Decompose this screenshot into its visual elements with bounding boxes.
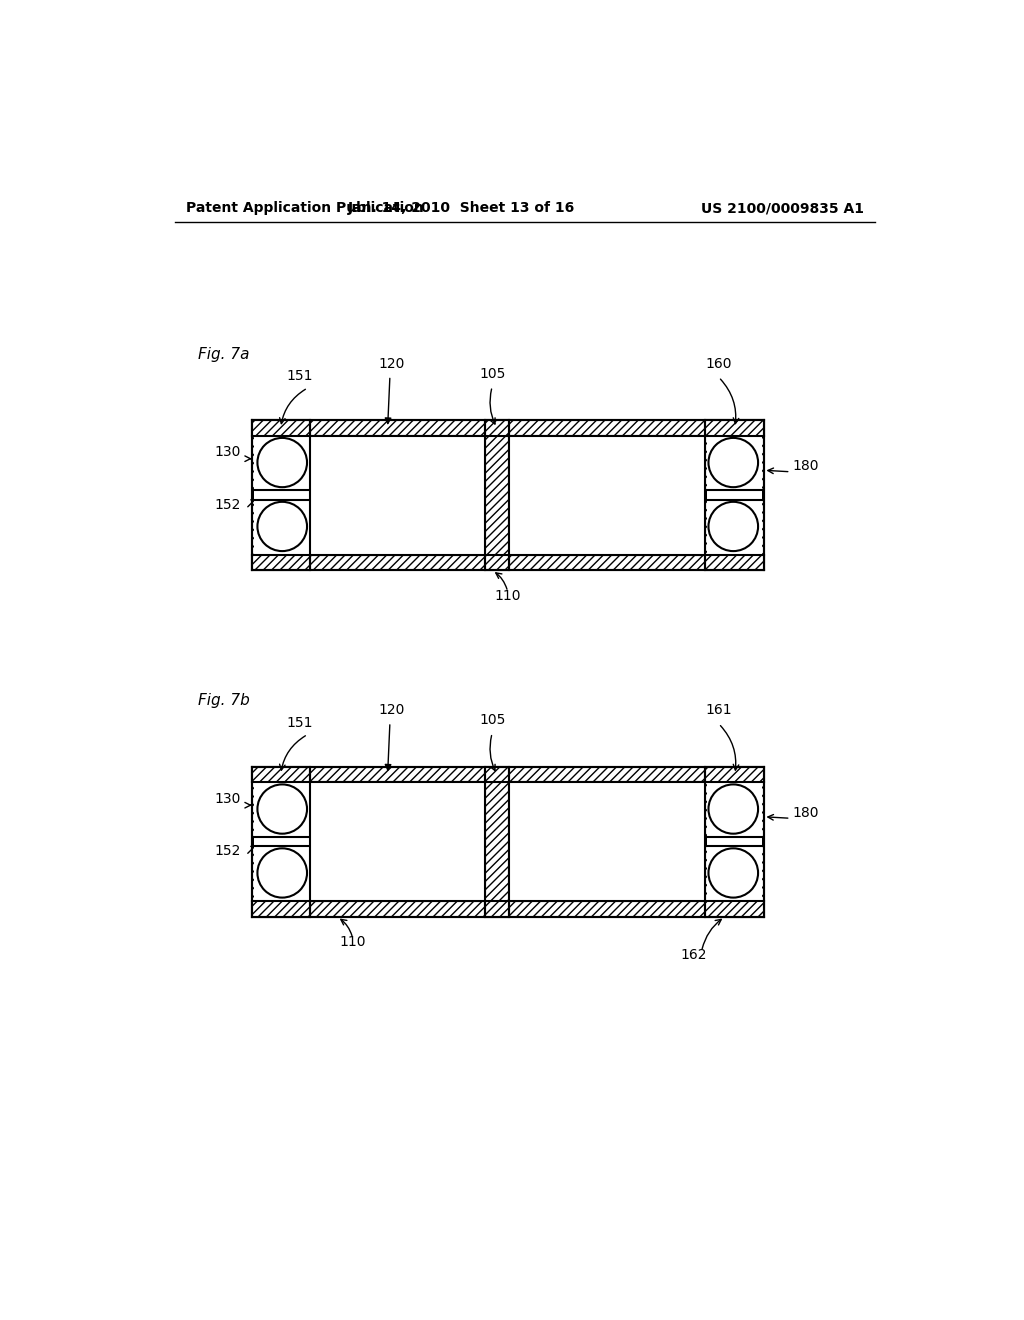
Circle shape [709,784,758,834]
Circle shape [257,784,307,834]
Text: 105: 105 [479,367,506,381]
Circle shape [257,849,307,898]
Text: 120: 120 [378,356,404,371]
Bar [706,420,764,570]
Bar [707,781,762,902]
Circle shape [257,438,307,487]
Text: 105: 105 [479,713,506,727]
Bar [310,436,484,554]
Text: 130: 130 [215,792,242,807]
Circle shape [709,849,758,898]
Circle shape [709,438,758,487]
Text: 161: 161 [706,704,732,717]
Bar [252,767,764,781]
Text: 151: 151 [287,370,313,383]
Bar [254,837,308,846]
Bar [254,781,308,902]
Text: Fig. 7b: Fig. 7b [198,693,250,708]
Text: Patent Application Publication: Patent Application Publication [186,202,424,215]
Bar [509,781,706,902]
Bar [254,490,308,499]
Bar [252,554,764,570]
Bar [252,767,310,917]
Text: 180: 180 [793,805,818,820]
Bar [252,420,310,570]
Bar [484,767,509,917]
Text: 130: 130 [215,445,242,459]
Bar [707,837,762,846]
Text: 160: 160 [706,356,732,371]
Bar [707,436,762,554]
Text: 162: 162 [681,948,707,962]
Bar [310,781,484,902]
Text: 151: 151 [287,715,313,730]
Bar [484,420,509,570]
Text: Jan. 14, 2010  Sheet 13 of 16: Jan. 14, 2010 Sheet 13 of 16 [347,202,574,215]
Text: 120: 120 [378,704,404,717]
Text: 180: 180 [793,459,818,474]
Text: 110: 110 [495,589,521,603]
Text: 152: 152 [215,845,242,858]
Bar [706,767,764,917]
Bar [509,436,706,554]
Text: Fig. 7a: Fig. 7a [198,347,249,362]
Bar [252,420,764,436]
Bar [707,490,762,499]
Circle shape [709,502,758,552]
Text: US 2100/0009835 A1: US 2100/0009835 A1 [701,202,864,215]
Text: 110: 110 [340,935,366,949]
Text: 152: 152 [215,498,242,512]
Bar [254,436,308,554]
Circle shape [257,502,307,552]
Bar [252,902,764,917]
